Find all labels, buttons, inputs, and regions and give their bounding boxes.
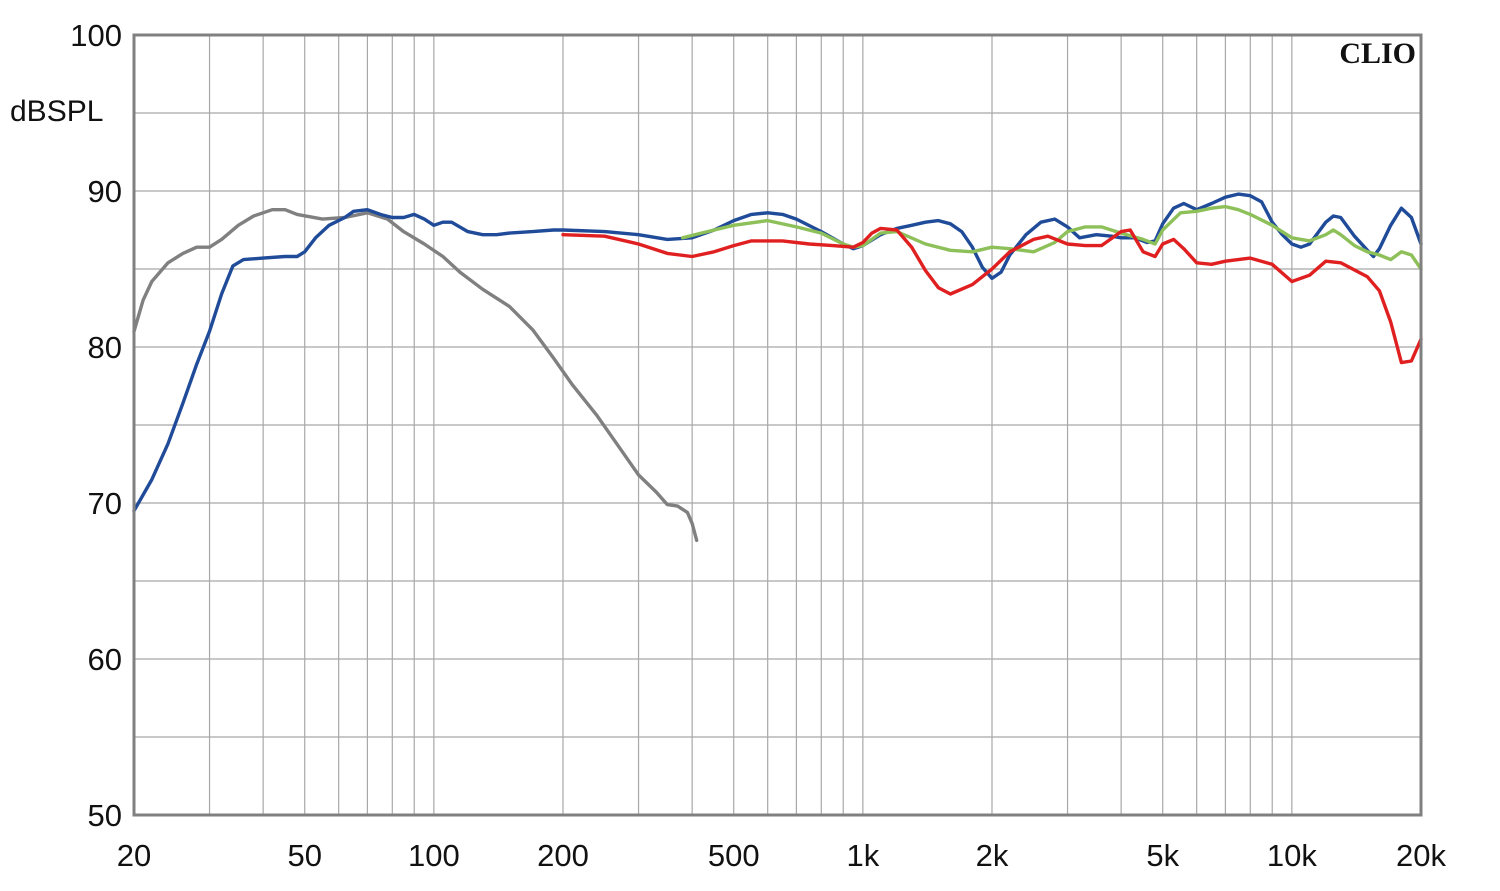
x-tick-label: 2k	[976, 838, 1009, 873]
y-axis-tick-labels: 50 60 70 80 90 100	[70, 18, 122, 833]
x-tick-label: 10k	[1267, 838, 1317, 873]
x-tick-label: 100	[408, 838, 460, 873]
grid	[134, 35, 1421, 815]
x-tick-label: 5k	[1146, 838, 1179, 873]
brand-watermark: CLIO	[1339, 37, 1416, 70]
y-axis-label: dBSPL	[10, 95, 103, 128]
y-tick-label: 60	[88, 642, 122, 677]
series-line-1	[132, 207, 699, 543]
series-line-4	[561, 226, 1423, 365]
y-tick-label: 70	[88, 486, 122, 521]
x-tick-label: 200	[537, 838, 589, 873]
x-tick-label: 20k	[1396, 838, 1446, 873]
x-tick-label: 20	[117, 838, 151, 873]
x-tick-label: 50	[287, 838, 321, 873]
y-tick-label: 90	[88, 174, 122, 209]
x-tick-label: 1k	[846, 838, 879, 873]
x-axis-tick-labels: 20 50 100 200 500 1k 2k 5k 10k 20k	[117, 838, 1447, 873]
x-tick-label: 500	[708, 838, 760, 873]
series-layer	[132, 192, 1423, 543]
y-tick-label: 50	[88, 798, 122, 833]
y-tick-label: 100	[70, 18, 122, 53]
plot-frame	[132, 33, 1423, 817]
y-tick-label: 80	[88, 330, 122, 365]
